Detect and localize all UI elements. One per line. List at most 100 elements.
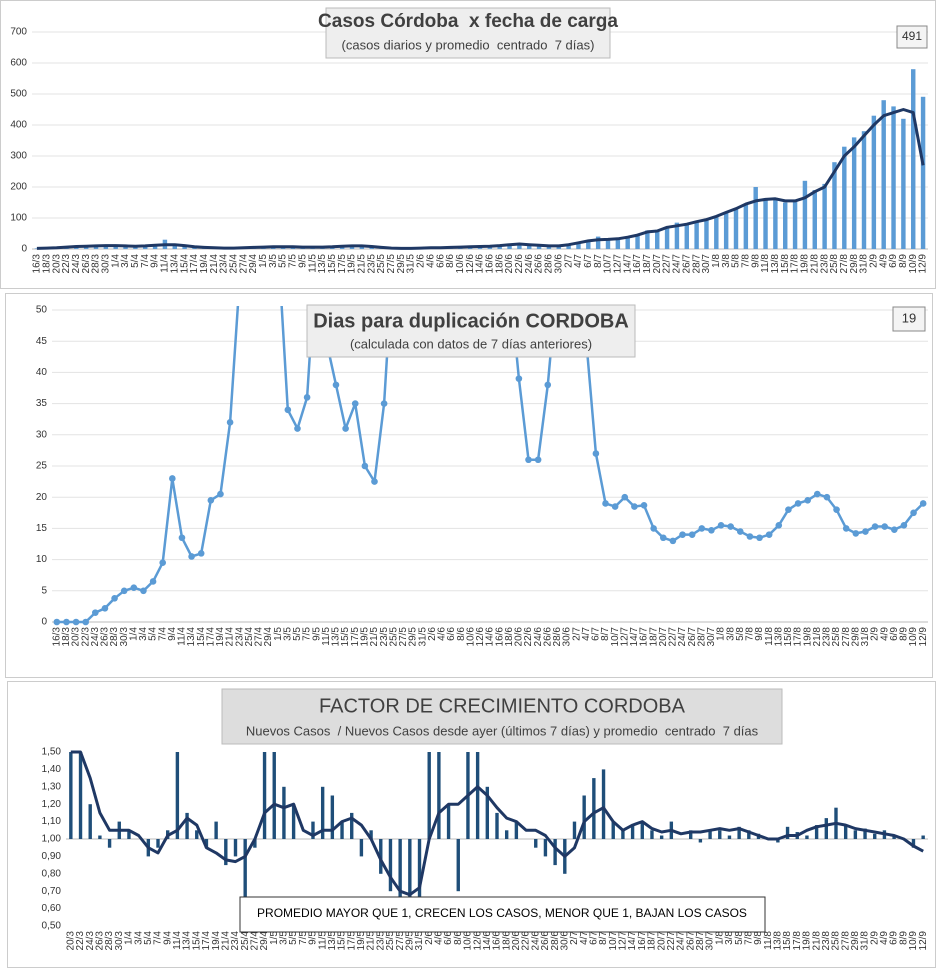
- bar: [733, 208, 739, 249]
- x-tick-label: 3/8: [721, 254, 732, 268]
- x-tick-label: 20/6: [514, 627, 525, 647]
- x-tick-label: 2/6: [416, 254, 427, 268]
- x-tick-label: 17/5: [350, 627, 361, 647]
- x-tick-label: 7/5: [298, 931, 309, 945]
- x-tick-label: 11/4: [160, 254, 171, 273]
- bar: [340, 821, 344, 839]
- bar: [851, 137, 857, 249]
- x-tick-label: 28/7: [691, 254, 702, 274]
- bar: [659, 835, 664, 839]
- x-tick-label: 13/8: [773, 931, 784, 951]
- x-tick-label: 21/4: [209, 254, 220, 274]
- x-tick-label: 18/3: [41, 254, 52, 274]
- point: [842, 525, 850, 532]
- bar: [704, 219, 709, 249]
- bar: [369, 830, 373, 839]
- x-tick-label: 16/7: [639, 627, 650, 647]
- x-tick-label: 21/8: [812, 627, 823, 647]
- x-tick-label: 9/4: [167, 627, 178, 641]
- x-tick-label: 25/8: [831, 931, 842, 951]
- point: [881, 523, 888, 530]
- x-tick-label: 10/9: [908, 627, 919, 647]
- point: [332, 381, 340, 389]
- bar: [175, 752, 180, 839]
- point: [130, 584, 138, 591]
- x-tick-label: 26/7: [681, 254, 692, 274]
- x-tick-label: 11/5: [307, 254, 318, 273]
- bar: [156, 839, 160, 848]
- bar: [497, 245, 502, 249]
- point: [515, 375, 523, 382]
- point: [217, 490, 224, 498]
- bar: [911, 69, 916, 249]
- bar: [427, 752, 431, 839]
- x-tick-label: 15/5: [340, 627, 351, 647]
- x-tick-label: 24/6: [524, 254, 535, 274]
- y-tick-label: 1,10: [42, 816, 62, 827]
- bar: [78, 752, 83, 839]
- x-tick-label: 26/7: [685, 931, 696, 951]
- bar: [824, 818, 828, 839]
- bar: [842, 146, 847, 249]
- point: [621, 493, 629, 501]
- point: [862, 528, 869, 535]
- point: [351, 400, 359, 407]
- bar: [592, 778, 596, 839]
- point: [611, 503, 619, 510]
- point: [631, 503, 638, 510]
- y-tick-label: 15: [36, 523, 48, 534]
- x-tick-label: 7/4: [140, 254, 151, 268]
- point: [294, 425, 301, 432]
- x-tick-label: 15/5: [337, 931, 348, 951]
- x-tick-label: 20/6: [511, 931, 522, 951]
- x-tick-label: 7/5: [302, 627, 313, 641]
- x-tick-label: 30/3: [100, 254, 111, 274]
- x-tick-label: 29/5: [404, 931, 415, 951]
- x-tick-label: 8/9: [898, 254, 909, 268]
- bar: [143, 245, 148, 249]
- bar: [640, 821, 644, 839]
- x-tick-label: 31/5: [417, 627, 428, 647]
- x-tick-label: 1/4: [128, 627, 139, 641]
- x-tick-label: 10/7: [608, 931, 619, 951]
- x-tick-label: 3/8: [725, 627, 736, 641]
- x-tick-label: 6/6: [435, 254, 446, 268]
- x-tick-label: 26/6: [540, 931, 551, 951]
- x-tick-label: 8/7: [593, 254, 604, 268]
- point: [717, 521, 725, 529]
- point: [736, 528, 744, 535]
- x-tick-label: 10/6: [455, 254, 466, 274]
- bar: [911, 839, 916, 848]
- x-tick-label: 2/7: [571, 627, 582, 641]
- x-tick-label: 23/4: [230, 931, 241, 951]
- plots: 010020030040050060070016/318/320/322/324…: [10, 27, 929, 951]
- bar: [398, 839, 402, 909]
- point: [746, 533, 754, 540]
- bar: [773, 197, 778, 249]
- y-tick-label: 200: [10, 182, 27, 193]
- x-tick-label: 22/7: [662, 254, 673, 274]
- bar: [586, 240, 591, 249]
- x-tick-label: 29/4: [263, 627, 274, 647]
- point: [679, 531, 686, 538]
- x-tick-label: 13/4: [182, 931, 193, 951]
- x-tick-label: 26/7: [687, 627, 698, 647]
- x-tick-label: 5/5: [288, 931, 299, 945]
- point: [698, 525, 706, 532]
- x-tick-label: 25/5: [376, 254, 387, 274]
- x-tick-label: 5/4: [130, 254, 141, 268]
- bar: [437, 752, 441, 839]
- x-tick-label: 16/7: [637, 931, 648, 951]
- point: [910, 509, 917, 517]
- bar: [98, 835, 102, 839]
- x-tick-label: 3/4: [138, 627, 149, 641]
- point: [659, 534, 667, 542]
- x-tick-label: 23/8: [822, 627, 833, 647]
- x-tick-label: 14/6: [482, 931, 493, 951]
- y-tick-label: 1,20: [42, 799, 62, 810]
- x-tick-label: 5/4: [143, 931, 154, 945]
- x-tick-label: 19/4: [211, 931, 222, 951]
- x-tick-label: 27/8: [841, 627, 852, 647]
- y-tick-label: 0: [41, 617, 47, 628]
- bar: [814, 825, 819, 839]
